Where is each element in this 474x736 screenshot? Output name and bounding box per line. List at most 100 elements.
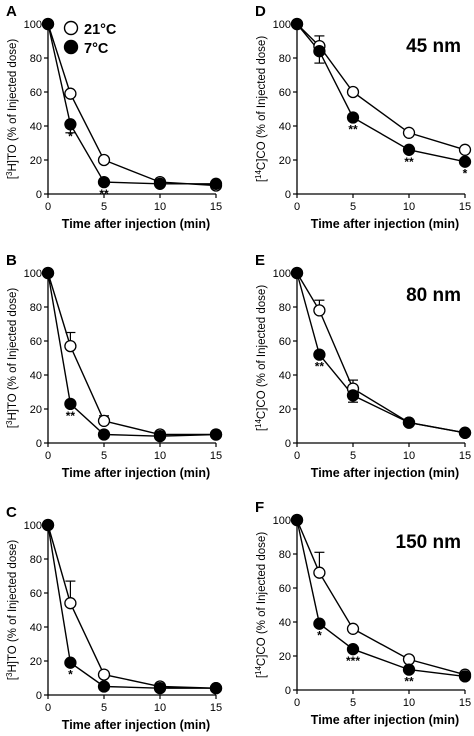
point-cold xyxy=(41,266,55,280)
x-tick-label: 5 xyxy=(350,450,356,462)
y-axis-title-sup: 14 xyxy=(254,666,263,675)
y-axis-title-post: C]CO (% of Injected dose) xyxy=(256,532,268,666)
y-axis-title-sup: 3 xyxy=(5,672,14,677)
y-axis-title-post: C]CO (% of Injected dose) xyxy=(256,285,268,419)
point-cold xyxy=(458,670,472,683)
significance-marker: ** xyxy=(348,123,358,137)
point-warm xyxy=(346,85,360,99)
point-cold xyxy=(313,617,326,630)
point-warm xyxy=(64,597,77,610)
y-tick-label: 0 xyxy=(36,438,42,450)
x-tick-label: 15 xyxy=(210,450,222,462)
legend-marker-warm xyxy=(63,20,79,36)
point-cold xyxy=(153,682,167,695)
y-axis-title-pre: [ xyxy=(256,674,268,678)
x-axis-title: Time after injection (min) xyxy=(62,217,210,231)
y-axis-title: [3H]TO (% of Injected dose) xyxy=(5,540,19,681)
x-tick-label: 0 xyxy=(45,702,51,714)
point-cold xyxy=(290,17,304,31)
y-tick-label: 60 xyxy=(30,336,42,348)
point-cold xyxy=(402,143,416,156)
y-tick-label: 0 xyxy=(285,438,291,450)
panel-letter: D xyxy=(255,3,266,20)
point-cold xyxy=(64,397,77,411)
y-tick-label: 40 xyxy=(279,370,291,382)
point-cold xyxy=(209,428,223,441)
y-tick-label: 100 xyxy=(273,268,291,280)
y-axis-title: [14C]CO (% of Injected dose) xyxy=(254,36,268,183)
y-tick-label: 0 xyxy=(36,189,42,201)
y-axis-title-sup: 3 xyxy=(5,171,14,176)
panel-letter: B xyxy=(6,252,17,269)
y-tick-label: 100 xyxy=(24,520,42,532)
point-cold xyxy=(97,175,111,189)
point-cold xyxy=(209,177,223,190)
point-warm xyxy=(402,126,416,139)
particle-size-label: 45 nm xyxy=(406,36,461,57)
x-tick-label: 10 xyxy=(403,450,415,462)
legend: 21°C 7°C xyxy=(63,20,117,57)
point-cold xyxy=(346,389,360,402)
x-tick-label: 15 xyxy=(210,702,222,714)
y-tick-label: 80 xyxy=(30,554,42,566)
point-cold xyxy=(346,111,360,124)
y-tick-label: 20 xyxy=(279,404,291,416)
legend-label-warm: 21°C xyxy=(84,22,117,38)
x-tick-label: 15 xyxy=(459,450,471,462)
y-tick-label: 40 xyxy=(30,370,42,382)
x-tick-label: 5 xyxy=(350,697,356,709)
point-warm xyxy=(97,414,111,428)
x-tick-label: 0 xyxy=(294,201,300,213)
legend-label-cold: 7°C xyxy=(84,41,109,57)
y-tick-label: 80 xyxy=(279,302,291,314)
x-tick-label: 10 xyxy=(154,201,166,213)
y-axis-title-post: H]TO (% of Injected dose) xyxy=(7,288,19,421)
significance-marker: * xyxy=(463,167,468,181)
y-tick-label: 100 xyxy=(24,268,42,280)
significance-marker: * xyxy=(317,629,322,643)
y-axis-title-post: H]TO (% of Injected dose) xyxy=(7,39,19,172)
x-tick-label: 0 xyxy=(294,450,300,462)
point-warm xyxy=(346,622,360,635)
y-tick-label: 100 xyxy=(24,19,42,31)
particle-size-label: 80 nm xyxy=(406,285,461,306)
point-cold xyxy=(402,663,416,676)
significance-marker: * xyxy=(68,668,73,682)
y-tick-label: 60 xyxy=(279,87,291,99)
point-cold xyxy=(153,430,167,443)
y-tick-label: 20 xyxy=(279,155,291,167)
x-tick-label: 10 xyxy=(403,697,415,709)
point-cold xyxy=(41,518,55,532)
y-tick-label: 80 xyxy=(30,302,42,314)
y-tick-label: 40 xyxy=(30,622,42,634)
y-axis-title: [3H]TO (% of Injected dose) xyxy=(5,39,19,180)
y-axis-title-pre: [ xyxy=(7,175,19,179)
y-axis-title: [14C]CO (% of Injected dose) xyxy=(254,285,268,432)
point-cold xyxy=(209,682,223,695)
y-tick-label: 60 xyxy=(279,336,291,348)
x-tick-label: 15 xyxy=(210,201,222,213)
significance-marker: ** xyxy=(404,675,414,689)
y-tick-label: 40 xyxy=(30,121,42,133)
x-tick-label: 15 xyxy=(459,697,471,709)
x-tick-label: 10 xyxy=(403,201,415,213)
significance-marker: * xyxy=(68,129,73,143)
y-tick-label: 40 xyxy=(279,121,291,133)
point-cold xyxy=(97,428,111,441)
x-tick-label: 0 xyxy=(45,201,51,213)
point-cold xyxy=(290,266,304,280)
point-cold xyxy=(313,45,326,58)
x-tick-label: 5 xyxy=(101,450,107,462)
x-axis-title: Time after injection (min) xyxy=(311,713,459,727)
x-tick-label: 15 xyxy=(459,201,471,213)
y-tick-label: 20 xyxy=(279,651,291,663)
point-cold xyxy=(346,643,360,656)
panel-letter: F xyxy=(255,499,264,516)
point-cold xyxy=(64,118,77,131)
y-axis-title: [14C]CO (% of Injected dose) xyxy=(254,532,268,679)
y-tick-label: 20 xyxy=(30,656,42,668)
point-cold xyxy=(458,426,472,439)
significance-marker: ** xyxy=(315,360,325,374)
